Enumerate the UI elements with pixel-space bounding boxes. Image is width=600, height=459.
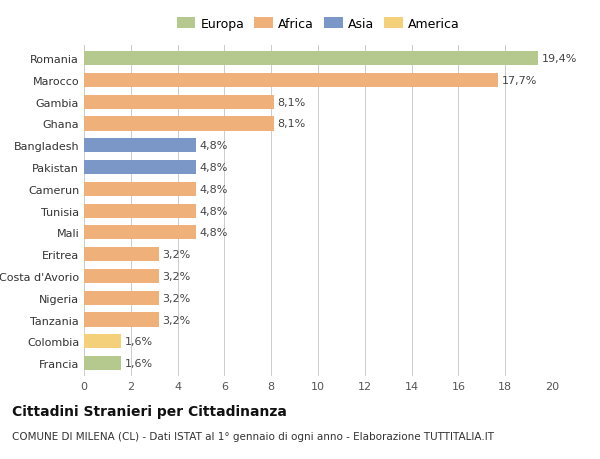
Bar [84,356,121,370]
Text: COMUNE DI MILENA (CL) - Dati ISTAT al 1° gennaio di ogni anno - Elaborazione TUT: COMUNE DI MILENA (CL) - Dati ISTAT al 1°… [12,431,494,442]
Bar [84,226,196,240]
Text: Cittadini Stranieri per Cittadinanza: Cittadini Stranieri per Cittadinanza [12,404,287,418]
Text: 4,8%: 4,8% [200,141,228,151]
Text: 3,2%: 3,2% [163,271,191,281]
Bar [84,204,196,218]
Text: 3,2%: 3,2% [163,293,191,303]
Bar [84,313,159,327]
Bar [84,95,274,110]
Bar [84,117,274,131]
Text: 4,8%: 4,8% [200,228,228,238]
Bar [84,269,159,284]
Text: 19,4%: 19,4% [541,54,577,64]
Bar [84,291,159,305]
Text: 1,6%: 1,6% [125,336,153,347]
Text: 3,2%: 3,2% [163,315,191,325]
Bar [84,335,121,349]
Text: 4,8%: 4,8% [200,162,228,173]
Text: 8,1%: 8,1% [277,97,305,107]
Bar [84,182,196,196]
Text: 4,8%: 4,8% [200,206,228,216]
Text: 4,8%: 4,8% [200,185,228,195]
Bar [84,73,498,88]
Text: 1,6%: 1,6% [125,358,153,368]
Legend: Europa, Africa, Asia, America: Europa, Africa, Asia, America [174,15,462,33]
Bar [84,52,538,66]
Bar [84,139,196,153]
Text: 8,1%: 8,1% [277,119,305,129]
Text: 17,7%: 17,7% [502,76,537,86]
Bar [84,161,196,175]
Bar [84,247,159,262]
Text: 3,2%: 3,2% [163,250,191,260]
